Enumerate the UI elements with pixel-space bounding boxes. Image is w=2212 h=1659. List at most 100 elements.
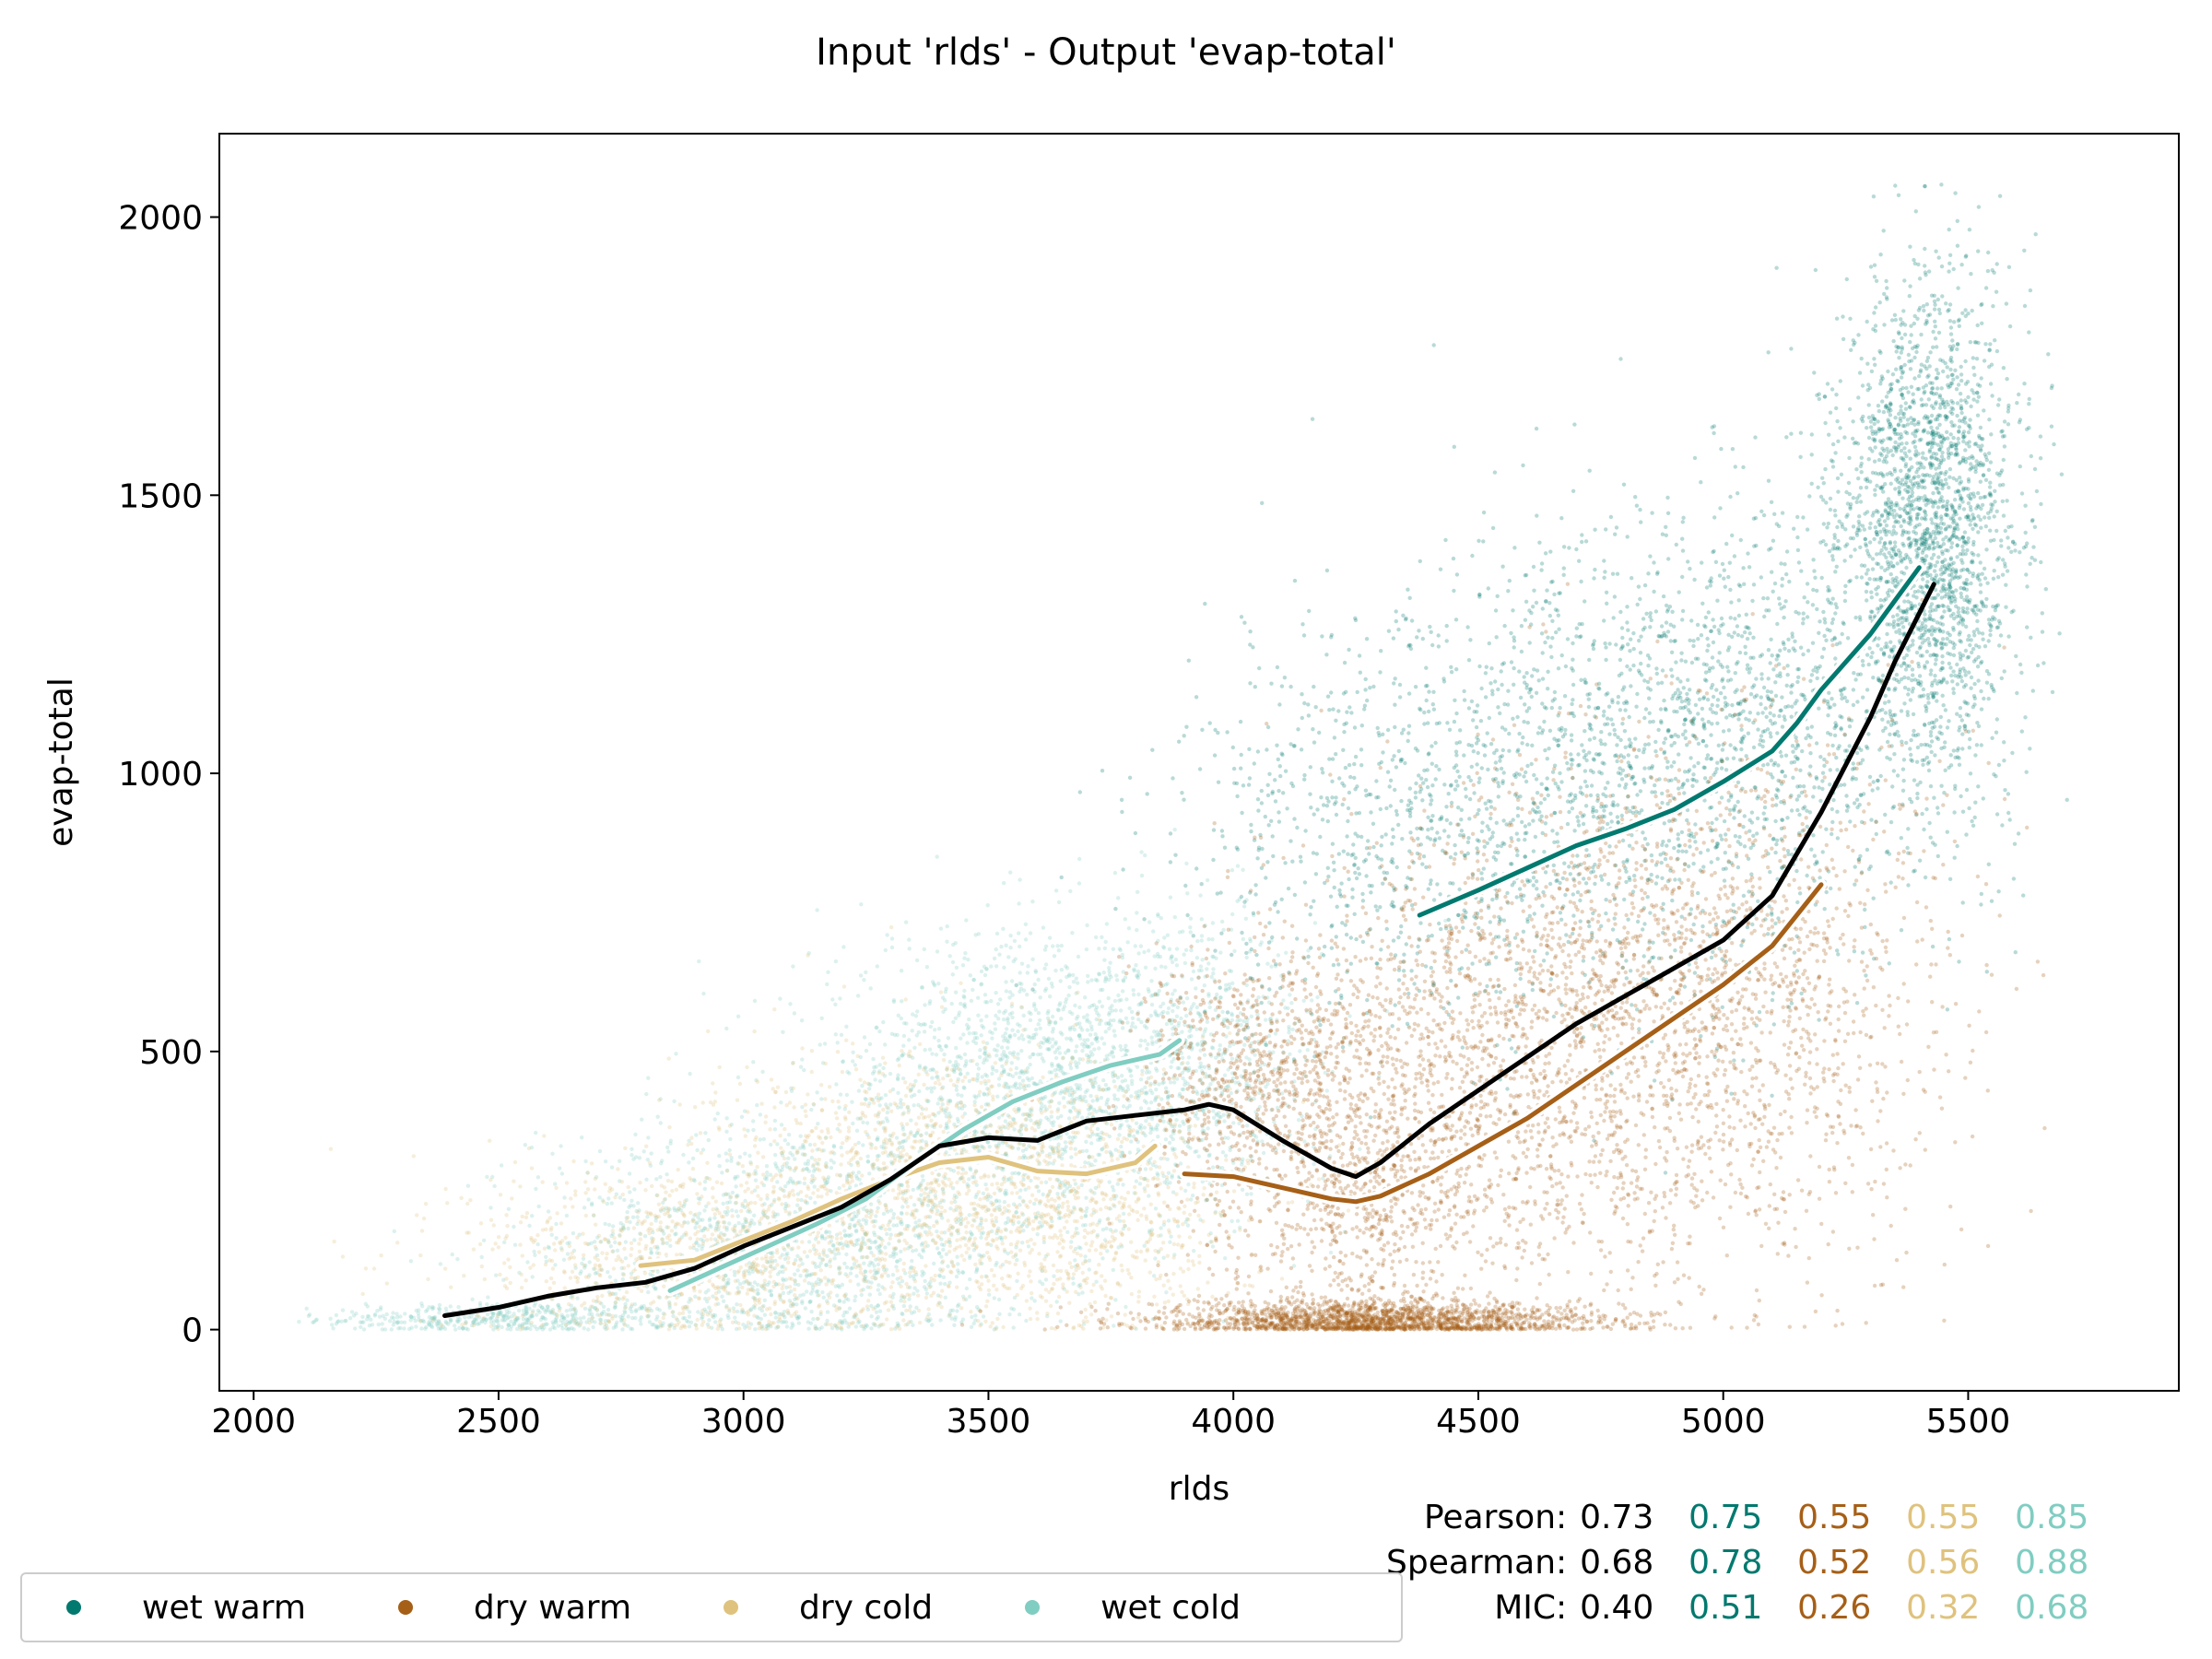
scatter-point xyxy=(519,1272,524,1277)
scatter-point xyxy=(559,1144,563,1148)
scatter-point xyxy=(489,1315,495,1320)
scatter-point xyxy=(704,1238,710,1242)
scatter-point xyxy=(543,1262,548,1267)
scatter-point xyxy=(911,1323,915,1328)
scatter-point xyxy=(313,1318,318,1323)
scatter-point xyxy=(618,1314,623,1320)
scatter-point xyxy=(1076,954,1081,959)
scatter-point xyxy=(1219,919,1225,924)
scatter-point xyxy=(1170,1146,1175,1151)
scatter-point xyxy=(491,1323,496,1328)
scatter-point xyxy=(304,1306,309,1312)
scatter-point xyxy=(960,1317,966,1322)
scatter-point xyxy=(1200,958,1205,962)
scatter-point xyxy=(1139,1000,1145,1005)
scatter-point xyxy=(800,1105,805,1110)
scatter-point xyxy=(359,1320,364,1325)
scatter-point xyxy=(542,1316,547,1321)
scatter-point xyxy=(360,1291,365,1297)
scatter-point xyxy=(787,1285,793,1289)
scatter-point xyxy=(573,1189,578,1194)
scatter-point xyxy=(561,1316,567,1321)
scatter-point xyxy=(505,1223,510,1229)
scatter-point xyxy=(781,1312,785,1317)
scatter-point xyxy=(1155,1068,1159,1073)
points-wet-cold xyxy=(297,828,1448,1332)
scatter-point xyxy=(753,1327,758,1332)
scatter-point xyxy=(380,1322,384,1326)
scatter-point xyxy=(619,1317,624,1323)
scatter-point xyxy=(466,1315,471,1320)
scatter-point xyxy=(1084,1139,1088,1145)
scatter-point xyxy=(629,1304,634,1309)
scatter-point xyxy=(982,993,988,997)
scatter-point xyxy=(1013,1171,1018,1176)
scatter-point xyxy=(1087,1267,1092,1272)
scatter-point xyxy=(657,1252,662,1256)
scatter-point xyxy=(615,1248,620,1253)
scatter-point xyxy=(916,1030,921,1035)
scatter-point xyxy=(995,1002,1001,1006)
scatter-point xyxy=(1310,998,1314,1003)
scatter-point xyxy=(428,1319,432,1324)
scatter-point xyxy=(464,1321,468,1325)
scatter-point xyxy=(845,1069,850,1075)
scatter-point xyxy=(854,1176,860,1181)
scatter-point xyxy=(700,1308,705,1313)
scatter-point xyxy=(1139,850,1144,854)
scatter-point xyxy=(845,1274,850,1279)
scatter-point xyxy=(713,1199,718,1204)
scatter-point xyxy=(1009,979,1015,983)
scatter-point xyxy=(601,1309,606,1314)
scatter-point xyxy=(1138,1038,1144,1043)
scatter-point xyxy=(1206,1126,1210,1131)
scatter-point xyxy=(990,1071,994,1077)
scatter-point xyxy=(629,1326,633,1331)
scatter-point xyxy=(1218,995,1223,1000)
scatter-point xyxy=(524,1309,529,1314)
scatter-point xyxy=(667,1305,672,1311)
scatter-point xyxy=(347,1316,353,1321)
scatter-point xyxy=(452,1324,457,1328)
scatter-point xyxy=(1174,947,1180,951)
scatter-point xyxy=(1085,1044,1090,1049)
scatter-point xyxy=(1123,917,1128,922)
scatter-point xyxy=(490,1311,496,1316)
scatter-point xyxy=(578,1316,582,1321)
scatter-point xyxy=(1026,964,1030,969)
scatter-point xyxy=(1080,1048,1085,1053)
scatter-point xyxy=(1000,1064,1005,1069)
scatter-point xyxy=(636,1218,641,1224)
scatter-point xyxy=(331,1326,335,1331)
scatter-point xyxy=(796,1314,801,1319)
scatter-point xyxy=(940,1102,945,1107)
scatter-point xyxy=(875,1025,879,1030)
scatter-point xyxy=(735,1232,739,1237)
scatter-point xyxy=(1021,988,1027,993)
scatter-point xyxy=(819,1325,824,1330)
scatter-point xyxy=(668,1243,673,1249)
scatter-point xyxy=(761,1270,766,1275)
scatter-point xyxy=(1287,1027,1291,1032)
scatter-point xyxy=(1073,1147,1077,1151)
scatter-point xyxy=(919,1255,924,1260)
scatter-point xyxy=(979,982,984,986)
scatter-point xyxy=(872,1230,877,1235)
scatter-point xyxy=(755,1291,759,1297)
scatter-point xyxy=(912,1203,917,1207)
scatter-point xyxy=(1008,946,1013,950)
scatter-point xyxy=(443,1319,448,1324)
scatter-point xyxy=(1206,994,1211,998)
scatter-point xyxy=(767,1288,772,1294)
scatter-point xyxy=(996,1083,1002,1088)
scatter-point xyxy=(901,1043,906,1048)
scatter-point xyxy=(942,1052,947,1057)
scatter-point xyxy=(1089,1024,1094,1029)
scatter-point xyxy=(488,1178,493,1182)
scatter-point xyxy=(1169,1065,1173,1070)
scatter-point xyxy=(515,1317,520,1322)
scatter-point xyxy=(769,1292,774,1298)
scatter-point xyxy=(877,1291,882,1297)
scatter-point xyxy=(1019,1033,1025,1038)
scatter-point xyxy=(650,1183,654,1189)
